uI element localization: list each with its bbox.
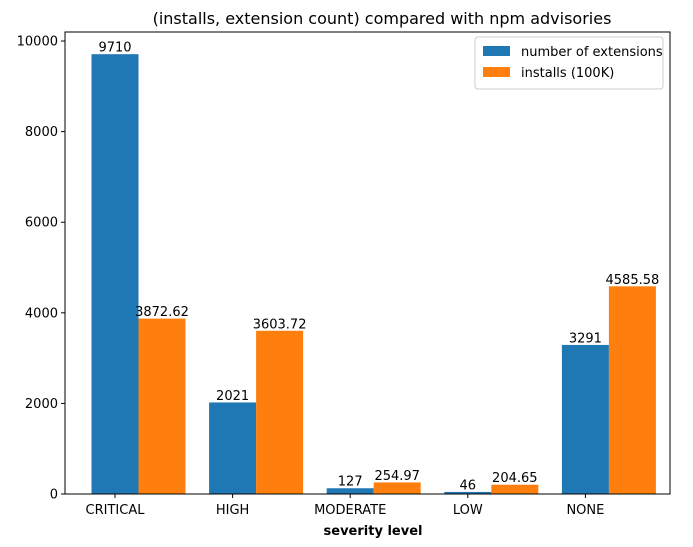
bar-low-series-1	[444, 491, 492, 494]
y-tick-label: 8000	[25, 125, 58, 140]
plot-area: 9710 2021 127 46 3291 3872.62 3603.72 254.97 204…	[17, 31, 671, 518]
data-label: 2021	[216, 389, 249, 404]
y-tick-label: 2000	[25, 397, 58, 412]
x-tick-label: HIGH	[216, 503, 249, 518]
data-label: 127	[338, 475, 363, 490]
bar-high-series-2	[256, 330, 304, 494]
bar-critical-series-1	[91, 54, 139, 494]
data-label: 4585.58	[606, 273, 660, 288]
x-tick-label: CRITICAL	[86, 503, 146, 518]
x-axis-label: severity level	[324, 524, 423, 539]
data-label: 204.65	[492, 471, 538, 486]
legend-swatch	[483, 67, 510, 77]
y-tick-label: 4000	[25, 306, 58, 321]
bar-high-series-1	[209, 402, 257, 494]
data-label: 3603.72	[253, 317, 307, 332]
legend: number of extensions installs (100K)	[474, 36, 664, 90]
bar-none-series-1	[561, 344, 609, 494]
legend-box	[474, 36, 664, 90]
bar-low-series-2	[491, 484, 539, 494]
bar-none-series-2	[608, 286, 656, 494]
x-tick-label: LOW	[453, 503, 483, 518]
x-tick-label: MODERATE	[314, 503, 386, 518]
data-label: 3291	[569, 331, 602, 346]
data-label: 3872.62	[135, 305, 189, 320]
data-label: 9710	[98, 41, 131, 56]
legend-entry: installs (100K)	[521, 66, 614, 81]
chart-title: (installs, extension count) compared wit…	[153, 9, 612, 28]
data-label: 254.97	[374, 469, 420, 484]
y-tick-label: 0	[50, 488, 58, 503]
data-label: 46	[460, 478, 477, 493]
bar-critical-series-2	[138, 318, 186, 494]
bar-moderate-series-1	[326, 488, 374, 494]
legend-entry: number of extensions	[521, 45, 663, 60]
y-tick-label: 6000	[25, 216, 58, 231]
legend-swatch	[483, 46, 510, 56]
y-tick-label: 10000	[17, 35, 58, 50]
x-tick-label: NONE	[566, 503, 604, 518]
bar-moderate-series-2	[373, 482, 421, 494]
axes-frame	[64, 31, 671, 495]
